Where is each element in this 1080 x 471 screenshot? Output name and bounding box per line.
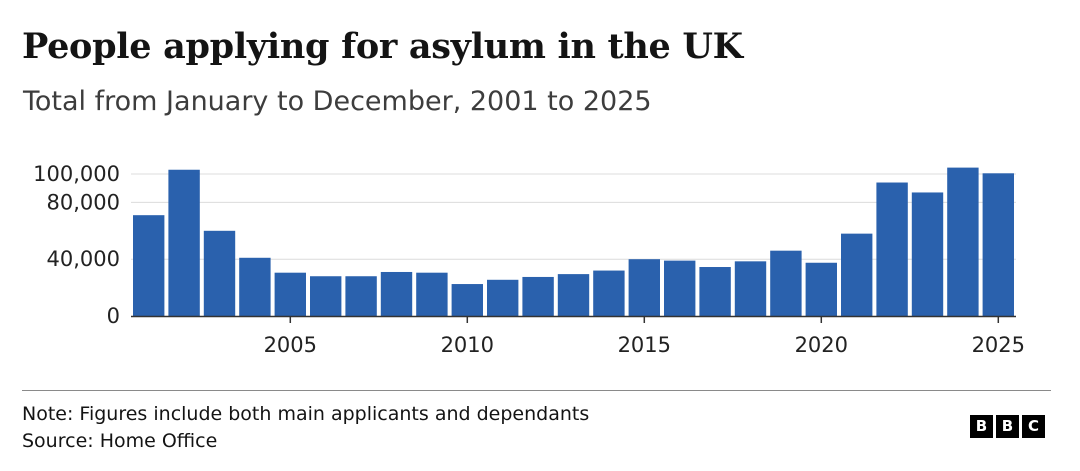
chart-title: People applying for asylum in the UK	[22, 26, 743, 67]
bar-2023	[911, 192, 944, 316]
bar-2022	[876, 182, 908, 316]
x-tick-label: 2020	[795, 333, 848, 357]
y-tick-label: 40,000	[47, 247, 120, 271]
bar-2007	[345, 276, 377, 316]
bar-2019	[770, 250, 802, 316]
bar-2004	[239, 257, 271, 316]
bar-2002	[168, 169, 200, 316]
logo-letter: B	[996, 415, 1019, 438]
bar-2014	[593, 270, 625, 316]
y-tick-label: 80,000	[47, 190, 120, 214]
bar-2008	[380, 271, 413, 316]
chart-subtitle: Total from January to December, 2001 to …	[23, 86, 652, 117]
x-tick-label: 2005	[264, 333, 317, 357]
bar-2009	[416, 272, 448, 316]
bar-2001	[133, 215, 165, 316]
bar-2005	[274, 272, 306, 316]
bar-2021	[841, 233, 873, 316]
bar-2010	[451, 284, 483, 316]
bar-2013	[557, 274, 590, 316]
y-axis-ticks: 0 40,000 80,000 100,000	[33, 162, 120, 328]
bar-2025	[982, 173, 1014, 316]
x-tick-label: 2015	[618, 333, 671, 357]
bar-2016	[664, 260, 696, 316]
x-tick-label: 2025	[972, 333, 1025, 357]
x-tick-label: 2010	[441, 333, 494, 357]
bar-2018	[734, 261, 767, 316]
footer-divider	[22, 390, 1051, 391]
bar-2020	[805, 262, 837, 316]
bar-2017	[699, 267, 731, 316]
bar-2011	[487, 279, 519, 316]
bbc-logo: B B C	[970, 415, 1045, 438]
logo-letter: C	[1022, 415, 1045, 438]
bar-2006	[310, 276, 342, 316]
source-note: Source: Home Office	[22, 430, 218, 452]
y-tick-label: 0	[107, 304, 120, 328]
bar-2012	[522, 276, 554, 316]
logo-letter: B	[970, 415, 993, 438]
x-axis-ticks: 2005 2010 2015 2020 2025	[264, 316, 1025, 357]
bars	[133, 167, 1014, 316]
bar-2003	[203, 230, 236, 316]
bar-2015	[628, 259, 660, 316]
bar-2024	[947, 167, 979, 316]
bar-chart: 0 40,000 80,000 100,000 2005 2010 2015 2020 202…	[33, 162, 1025, 357]
footnote: Note: Figures include both main applican…	[22, 403, 590, 425]
y-tick-label: 100,000	[33, 162, 120, 186]
